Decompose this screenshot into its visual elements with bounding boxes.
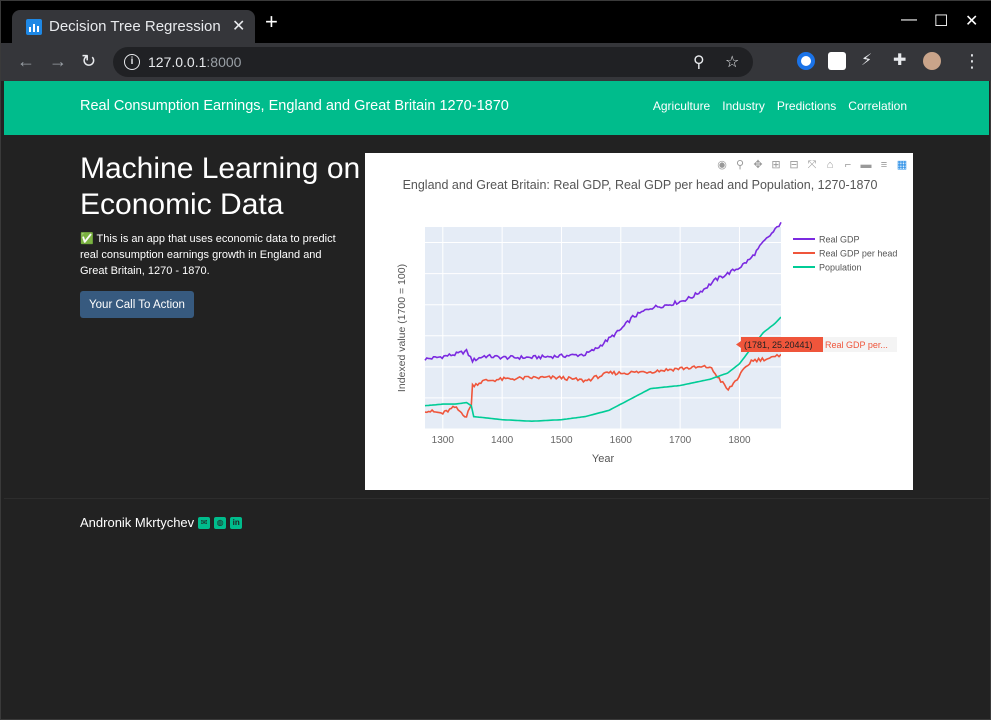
nav-links: Agriculture Industry Predictions Correla… <box>653 99 907 113</box>
x-tick-label: 1400 <box>491 435 514 446</box>
chart-svg: 1300 1400 1500 1600 1700 1800 England and Grea… <box>396 178 913 465</box>
envelope-icon[interactable]: ✉ <box>198 516 211 529</box>
reload-icon[interactable]: ↻ <box>81 51 97 71</box>
hover-series-label: Real GDP per... <box>825 340 888 350</box>
plot-modebar: ◉ ⚲ ✥ ⊞ ⊟ ⤧ ⌂ ⌐ ▬ ≡ ▦ <box>715 159 909 171</box>
zoom-tool-icon[interactable]: ⚲ <box>735 159 745 171</box>
zoom-in-icon[interactable]: ⊞ <box>771 159 781 171</box>
tab-close-icon[interactable]: ✕ <box>232 18 246 35</box>
footer-divider <box>4 498 989 499</box>
x-tick-label: 1500 <box>550 435 573 446</box>
bookmark-star-icon[interactable]: ☆ <box>725 54 740 71</box>
address-bar[interactable]: i 127.0.0.1:8000 ⚲ ☆ <box>113 47 753 77</box>
legend-entry: Real GDP per head <box>819 249 897 259</box>
extensions-puzzle-icon[interactable]: ✚ <box>893 52 907 69</box>
maximize-icon[interactable]: ☐ <box>934 13 949 30</box>
autoscale-icon[interactable]: ⤧ <box>807 159 817 171</box>
menu-icon[interactable]: ⋮ <box>963 51 981 71</box>
camera-icon[interactable]: ◉ <box>717 159 727 171</box>
url-text[interactable]: 127.0.0.1:8000 <box>148 54 242 70</box>
github-icon[interactable]: ◍ <box>214 516 227 529</box>
browser-toolbar: ← → ↻ i 127.0.0.1:8000 ⚲ ☆ ⚡ ✚ ⋮ <box>1 43 991 81</box>
legend-entry: Population <box>819 263 862 273</box>
call-to-action-button[interactable]: Your Call To Action <box>80 291 194 318</box>
reset-axes-icon[interactable]: ⌂ <box>826 159 834 171</box>
gdp-chart[interactable]: ◉ ⚲ ✥ ⊞ ⊟ ⤧ ⌂ ⌐ ▬ ≡ ▦ 1300 1400 1500 1600 17… <box>365 153 913 490</box>
chart-title: England and Great Britain: Real GDP, Rea… <box>403 178 878 192</box>
extension-3-icon[interactable]: ⚡ <box>861 52 873 69</box>
hover-closest-icon[interactable]: ▬ <box>860 159 872 171</box>
hover-label-arrow <box>736 341 741 348</box>
nav-link-industry[interactable]: Industry <box>722 99 765 113</box>
series-line-real-gdp-per-head <box>424 353 782 418</box>
x-tick-label: 1300 <box>432 435 455 446</box>
zoom-out-icon[interactable]: ⊟ <box>789 159 799 171</box>
info-icon[interactable]: i <box>124 54 140 70</box>
pan-icon[interactable]: ✥ <box>753 159 763 171</box>
x-tick-label: 1600 <box>610 435 633 446</box>
minimize-icon[interactable]: — <box>901 11 917 28</box>
nav-link-predictions[interactable]: Predictions <box>776 99 837 113</box>
hover-compare-icon[interactable]: ≡ <box>880 159 888 171</box>
tab-title: Decision Tree Regression <box>49 18 221 35</box>
zoom-icon[interactable]: ⚲ <box>693 54 705 71</box>
notion-icon[interactable] <box>828 52 846 70</box>
page-content: Real Consumption Earnings, England and G… <box>4 81 989 718</box>
x-tick-label: 1700 <box>669 435 692 446</box>
chart-favicon-icon <box>26 19 42 35</box>
hero-title: Machine Learning on Economic Data <box>80 152 361 221</box>
plot-right-mask <box>781 225 913 431</box>
extension-1-icon[interactable] <box>797 52 815 70</box>
navbar-brand[interactable]: Real Consumption Earnings, England and G… <box>80 98 509 114</box>
hero-description: ✅ This is an app that uses economic data… <box>80 233 336 277</box>
forward-icon[interactable]: → <box>49 51 67 71</box>
footer: Andronik Mkrtychev ✉ ◍ in <box>80 515 243 530</box>
x-tick-label: 1800 <box>728 435 751 446</box>
author-name: Andronik Mkrtychev <box>80 515 195 530</box>
nav-link-correlation[interactable]: Correlation <box>848 99 907 113</box>
new-tab-button[interactable]: + <box>265 9 278 34</box>
linkedin-icon[interactable]: in <box>230 516 243 529</box>
hover-series-box <box>823 337 897 352</box>
tab-bar: Decision Tree Regression ✕ + — ☐ ✕ <box>1 1 991 43</box>
y-axis-label: Indexed value (1700 = 100) <box>396 264 408 392</box>
hover-label-value: (1781, 25.20441) <box>744 340 813 350</box>
plot-area <box>425 227 781 429</box>
series-line-population <box>424 316 782 423</box>
profile-avatar[interactable] <box>923 52 941 70</box>
hover-label-box <box>741 337 823 352</box>
x-axis-label: Year <box>592 453 615 465</box>
series-line-real-gdp <box>424 221 782 364</box>
legend-entry: Real GDP <box>819 235 860 245</box>
back-icon[interactable]: ← <box>17 51 35 71</box>
plotly-logo-icon[interactable]: ▦ <box>896 159 908 171</box>
browser-tab[interactable]: Decision Tree Regression ✕ <box>12 10 255 43</box>
site-navbar: Real Consumption Earnings, England and G… <box>4 81 989 135</box>
close-window-icon[interactable]: ✕ <box>965 13 979 30</box>
nav-link-agriculture[interactable]: Agriculture <box>652 99 711 113</box>
spike-lines-icon[interactable]: ⌐ <box>844 159 852 171</box>
